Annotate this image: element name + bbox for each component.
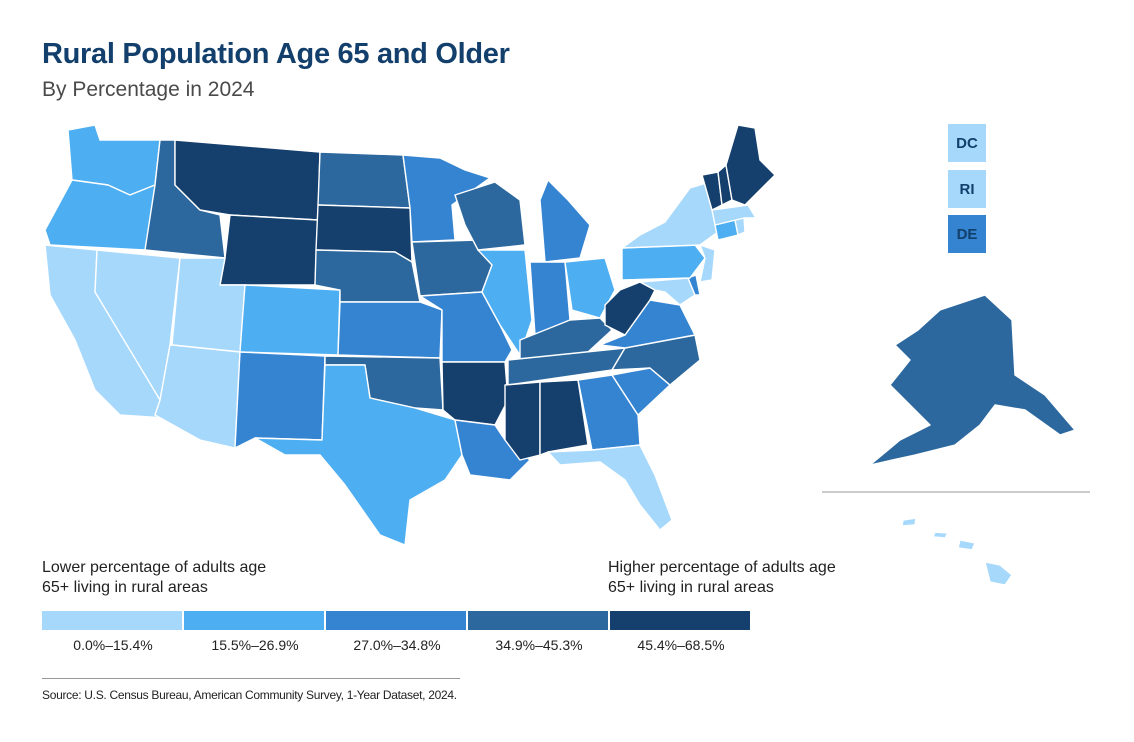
legend-low-label: Lower percentage of adults age 65+ livin… [42,559,267,596]
small-state-ri: RI [948,170,986,208]
map-subtitle: By Percentage in 2024 [42,78,255,101]
small-state-label: RI [959,180,975,198]
small-state-de: DE [948,215,986,253]
state-ND [317,151,411,209]
state-HI-4 [901,517,917,527]
state-KS [337,301,443,359]
legend-swatch [468,611,608,630]
state-TX [254,364,463,546]
legend-swatch [42,611,182,630]
small-state-label: DE [956,225,978,243]
state-HI-2 [957,539,976,551]
small-state-dc: DC [948,124,986,162]
state-FL [547,444,673,531]
state-HI [984,561,1013,586]
legend-range-label: 27.0%–34.8% [353,637,441,653]
state-OR [44,179,161,251]
legend-range-label: 34.9%–45.3% [495,637,583,653]
state-MA [711,204,757,226]
state-AK [869,294,1076,466]
state-MN [402,154,491,243]
legend-swatch [326,611,466,630]
map-title: Rural Population Age 65 and Older [42,38,510,70]
state-ME [725,124,776,206]
legend-range-label: 0.0%–15.4% [73,637,153,653]
legend-swatch [184,611,324,630]
legend-swatch [610,611,750,630]
state-GA [577,374,641,451]
state-AR [441,361,509,426]
state-AZ [154,344,241,449]
small-state-label: DC [956,134,978,152]
state-PA [621,244,706,281]
state-WV [604,281,656,336]
legend-range-labels: 0.0%–15.4% 15.5%–26.9% 27.0%–34.8% 34.9%… [42,637,752,653]
state-CO [239,284,341,356]
source-divider [42,678,460,679]
state-WY [219,214,319,286]
state-NJ [699,244,716,283]
state-IL [477,249,533,356]
state-DE [687,274,701,296]
source-note: Source: U.S. Census Bureau, American Com… [42,688,457,702]
legend-high-label: Higher percentage of adults age 65+ livi… [608,559,836,596]
state-LA [454,419,531,481]
legend-range-label: 15.5%–26.9% [211,637,299,653]
legend-range-label: 45.4%–68.5% [637,637,725,653]
state-NY [621,181,719,249]
state-MI [539,179,591,263]
state-WI [454,181,526,251]
state-HI-3 [932,531,949,539]
state-AL [539,379,589,456]
state-NM [234,351,326,449]
state-MS [504,381,541,461]
legend-color-bar [42,611,752,630]
